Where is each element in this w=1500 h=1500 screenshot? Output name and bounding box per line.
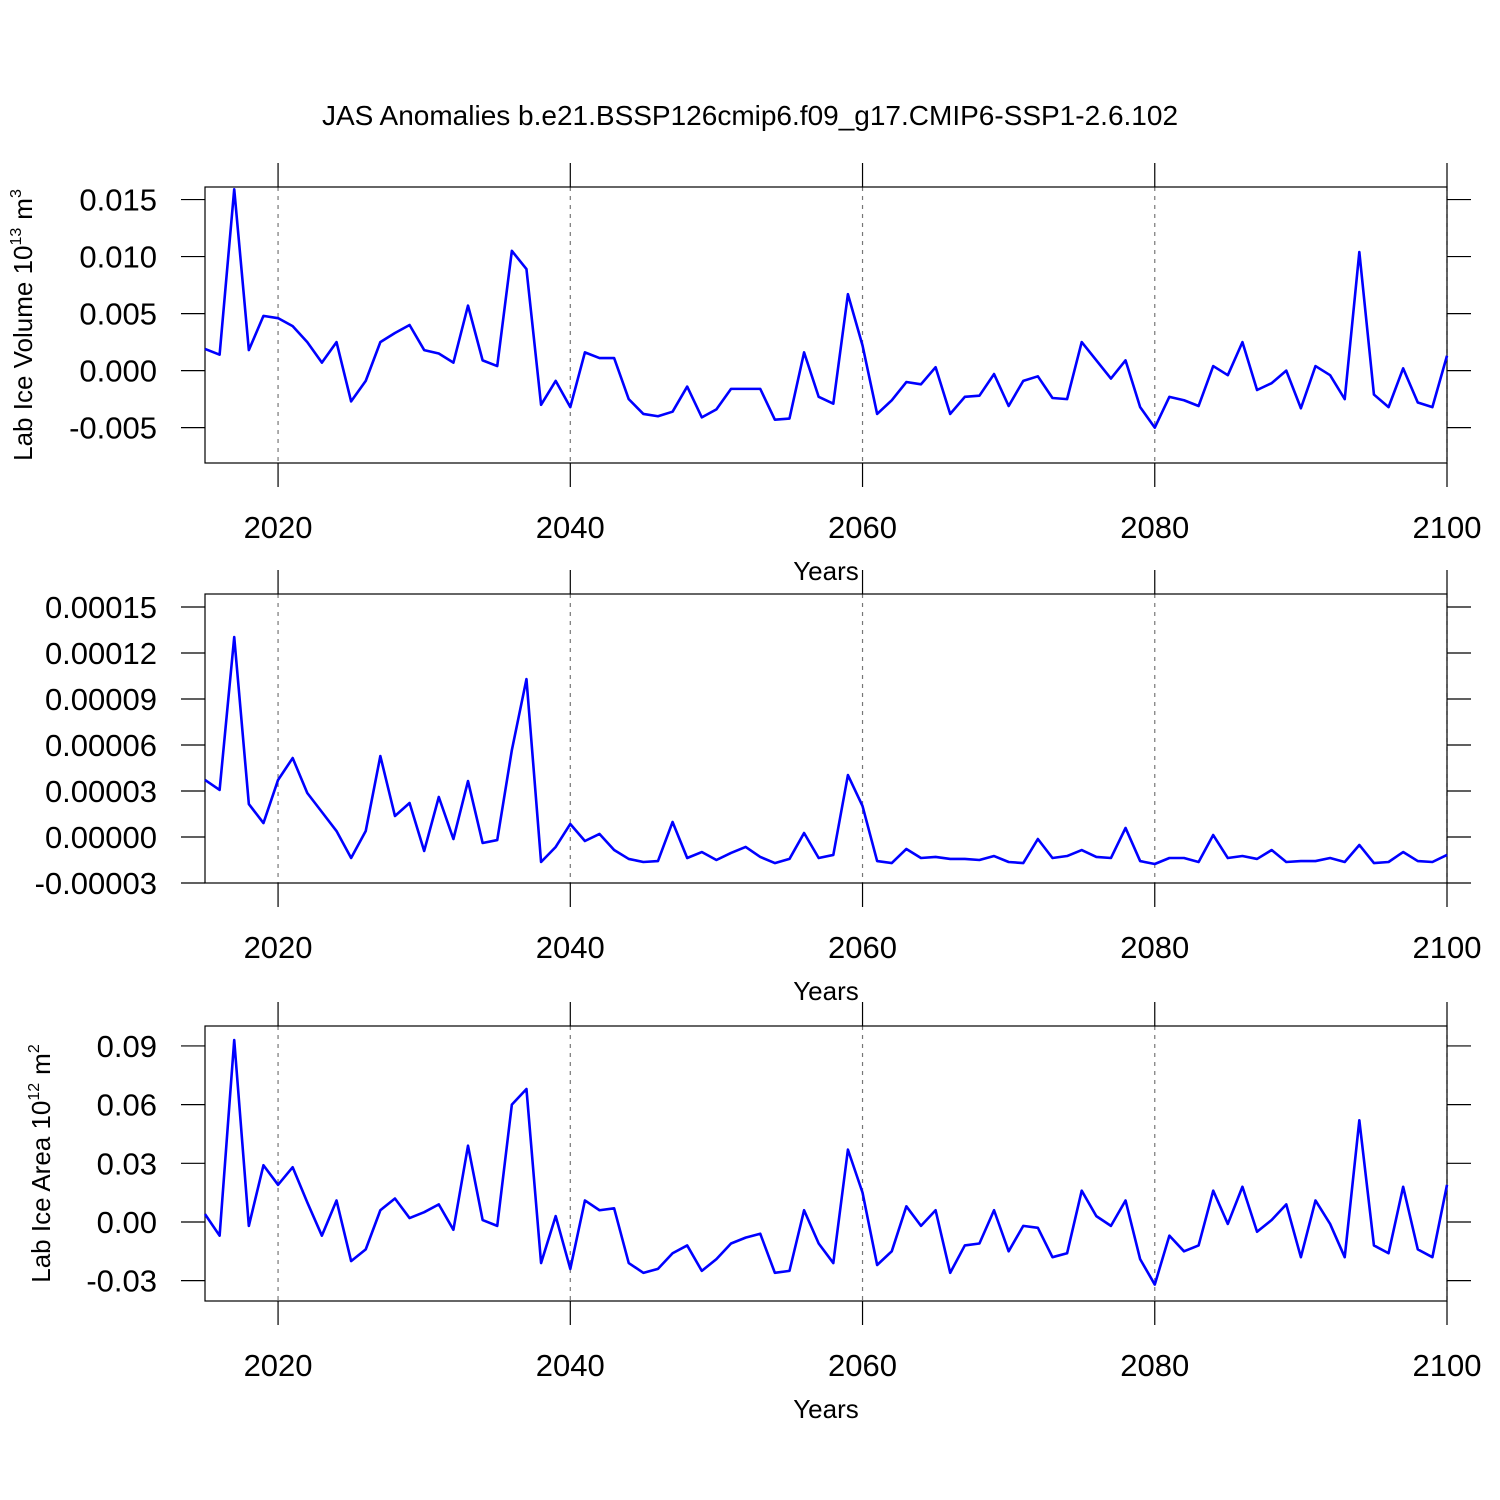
y-axis-title: Lab Ice Volume 1013 m3 [8,189,38,461]
x-tick-label: 2060 [828,930,897,965]
y-tick-label: 0.00012 [45,636,157,671]
x-tick-label: 2100 [1413,930,1482,965]
y-tick-label: 0.00009 [45,682,157,717]
y-tick-label: 0.09 [97,1029,157,1064]
figure-title: JAS Anomalies b.e21.BSSP126cmip6.f09_g17… [322,100,1178,131]
x-tick-label: 2020 [244,1348,313,1383]
y-axis-title: Lab Ice Area 1012 m2 [26,1044,56,1283]
y-axis-title-part: Lab Snow Volume 10 [0,644,2,890]
y-tick-label: 0.03 [97,1146,157,1181]
x-tick-label: 2100 [1413,510,1482,545]
y-axis-title-exponent: 2 [26,1044,43,1053]
x-axis-title: Years [793,1394,859,1424]
plot-frame [204,1025,1448,1302]
y-tick-label: 0.00000 [45,820,157,855]
x-axis-title: Years [793,976,859,1006]
y-axis-title: Lab Snow Volume 1013m3 [0,587,2,889]
y-tick-label: 0.00006 [45,728,157,763]
y-axis-title-exponent: 12 [26,1083,43,1101]
x-tick-label: 2020 [244,930,313,965]
x-axis-title: Years [793,556,859,586]
y-tick-label: -0.00003 [35,866,157,901]
y-axis-title-exponent: 3 [8,189,25,198]
y-axis-title-part: m [8,198,38,220]
y-tick-label: 0.00 [97,1205,157,1240]
x-tick-label: 2100 [1413,1348,1482,1383]
x-tick-label: 2060 [828,510,897,545]
x-tick-label: 2080 [1120,930,1189,965]
y-tick-label: 0.00003 [45,774,157,809]
x-tick-label: 2020 [244,510,313,545]
y-tick-label: 0.005 [79,297,157,332]
y-axis-title-part: m [0,596,2,618]
x-tick-label: 2080 [1120,1348,1189,1383]
y-tick-label: 0.010 [79,240,157,275]
y-tick-label: 0.015 [79,183,157,218]
y-tick-label: 0.00015 [45,590,157,625]
x-tick-label: 2080 [1120,510,1189,545]
y-axis-title-part: m [26,1053,56,1075]
y-tick-label: 0.06 [97,1088,157,1123]
data-line [203,1038,1449,1286]
y-axis-title-part: Lab Ice Volume 10 [8,245,38,460]
y-tick-label: 0.000 [79,354,157,389]
y-axis-title-part: Lab Ice Area 10 [26,1101,56,1283]
plot-frame [204,186,1448,464]
x-tick-label: 2040 [536,510,605,545]
data-line [204,635,1448,866]
data-line [204,187,1449,429]
plot-frame [204,593,1448,884]
y-axis-title-exponent: 13 [8,228,25,246]
x-tick-label: 2060 [828,1348,897,1383]
y-tick-label: -0.005 [69,411,157,446]
x-tick-label: 2040 [536,1348,605,1383]
x-tick-label: 2040 [536,930,605,965]
y-tick-label: -0.03 [86,1264,157,1299]
